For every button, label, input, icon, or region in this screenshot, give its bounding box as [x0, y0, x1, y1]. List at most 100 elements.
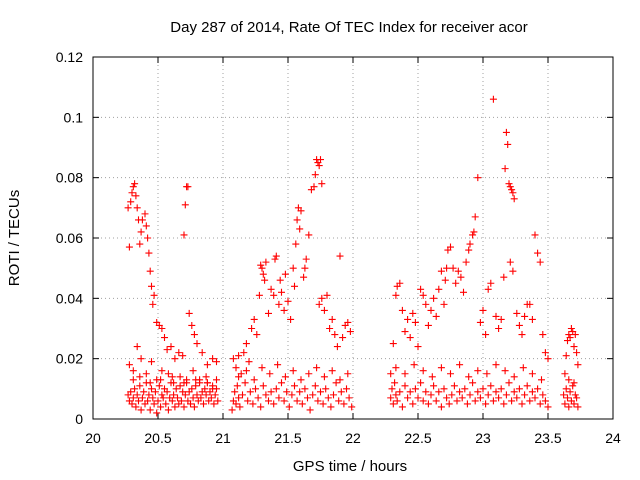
data-point — [508, 397, 516, 405]
data-point — [293, 397, 301, 405]
data-point — [244, 397, 252, 405]
data-point — [272, 385, 280, 393]
y-axis-ticks: 0 0.02 0.04 0.06 0.08 0.1 0.12 — [56, 49, 613, 427]
data-point — [242, 340, 250, 348]
data-point — [157, 403, 165, 411]
data-point — [457, 273, 465, 281]
data-point — [132, 403, 140, 411]
data-point — [163, 388, 171, 396]
data-point — [565, 403, 573, 411]
data-point — [538, 376, 545, 384]
data-point — [569, 382, 577, 390]
data-point — [513, 309, 521, 317]
plot-frame — [92, 56, 614, 420]
data-point — [149, 300, 157, 308]
data-point — [447, 370, 454, 378]
data-point — [466, 240, 474, 248]
data-point — [285, 403, 293, 411]
data-point — [128, 189, 136, 197]
data-point — [344, 318, 352, 326]
x-tick-label: 21.5 — [274, 430, 301, 446]
data-point — [476, 394, 484, 402]
data-point — [440, 300, 448, 308]
data-point — [452, 279, 460, 287]
data-point — [410, 361, 418, 369]
data-point — [518, 400, 526, 408]
data-point — [324, 394, 332, 402]
data-point — [297, 207, 305, 215]
data-point — [411, 385, 419, 393]
data-point — [336, 252, 344, 260]
data-point — [231, 388, 239, 396]
data-point — [203, 379, 211, 387]
data-point — [573, 394, 581, 402]
data-point — [501, 165, 509, 173]
data-point — [235, 373, 243, 381]
data-point — [437, 403, 445, 411]
data-point — [180, 403, 188, 411]
data-point — [393, 397, 401, 405]
data-point — [162, 400, 170, 408]
data-point — [565, 331, 573, 339]
data-point — [561, 370, 569, 378]
data-point — [465, 373, 473, 381]
data-point — [526, 397, 534, 405]
data-point — [180, 379, 188, 387]
data-point — [518, 331, 526, 339]
data-point — [479, 385, 487, 393]
data-point — [189, 367, 197, 375]
data-point — [544, 355, 552, 363]
data-point — [311, 382, 319, 390]
data-point — [270, 400, 278, 408]
data-point — [283, 388, 291, 396]
data-point — [414, 343, 422, 351]
data-point — [301, 264, 309, 272]
data-point — [289, 264, 297, 272]
data-point — [502, 128, 510, 136]
data-point — [250, 376, 258, 384]
data-point — [567, 325, 575, 332]
data-point — [271, 255, 279, 263]
data-point — [157, 376, 165, 384]
data-point — [270, 291, 278, 299]
data-point — [465, 246, 473, 254]
data-point — [492, 361, 500, 369]
data-point — [125, 361, 133, 369]
data-point — [257, 403, 265, 411]
data-point — [129, 376, 137, 384]
data-point — [140, 388, 148, 396]
data-point — [515, 321, 523, 329]
data-point — [170, 391, 178, 399]
data-point — [466, 391, 474, 399]
data-point — [281, 373, 289, 381]
data-point — [144, 397, 152, 405]
data-point — [510, 195, 518, 203]
data-point — [432, 312, 440, 320]
data-point — [562, 352, 570, 360]
data-point — [401, 328, 409, 336]
data-point — [437, 364, 445, 372]
data-point — [404, 315, 412, 323]
data-point — [482, 400, 490, 408]
data-point — [430, 382, 438, 390]
data-point — [262, 258, 270, 266]
data-point — [228, 406, 236, 414]
data-point — [261, 276, 269, 284]
data-point — [309, 391, 317, 399]
data-point — [409, 309, 417, 317]
data-point — [424, 400, 432, 408]
data-point — [389, 400, 397, 408]
data-point — [521, 391, 529, 399]
y-tick-label: 0.08 — [56, 170, 83, 186]
data-point — [449, 264, 457, 272]
data-point — [127, 198, 135, 206]
data-point — [142, 370, 150, 378]
data-point — [202, 391, 210, 399]
data-point — [293, 216, 301, 224]
data-point — [155, 382, 163, 390]
data-point — [331, 331, 339, 339]
data-point — [474, 174, 482, 182]
data-point — [454, 267, 462, 275]
data-point — [163, 346, 171, 354]
